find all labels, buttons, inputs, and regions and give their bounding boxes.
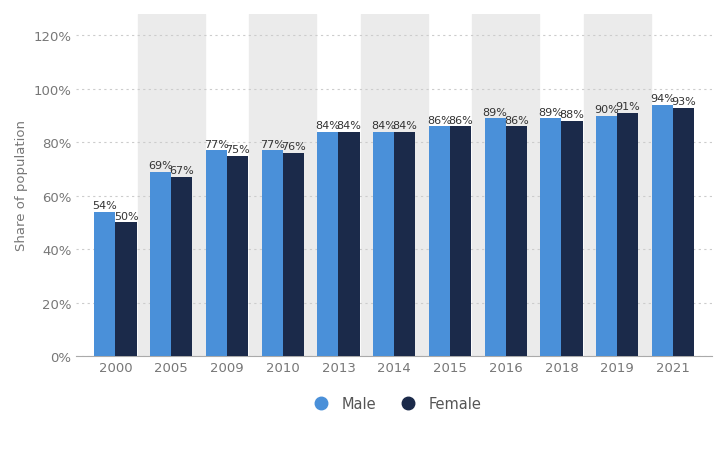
Bar <box>506 127 527 356</box>
Text: 84%: 84% <box>393 121 417 131</box>
Bar <box>339 132 360 356</box>
Text: 90%: 90% <box>594 105 619 115</box>
Text: 84%: 84% <box>337 121 361 131</box>
Bar <box>450 127 471 356</box>
Text: 89%: 89% <box>483 107 507 117</box>
Bar <box>484 119 506 356</box>
Text: 50%: 50% <box>113 211 138 221</box>
Text: 93%: 93% <box>671 97 696 106</box>
Bar <box>394 132 415 356</box>
Bar <box>317 132 339 356</box>
Bar <box>361 15 427 356</box>
Bar <box>596 116 617 356</box>
Text: 67%: 67% <box>169 166 194 176</box>
Bar <box>206 151 227 356</box>
Text: 86%: 86% <box>504 115 529 125</box>
Text: 89%: 89% <box>539 107 563 117</box>
Text: 75%: 75% <box>225 145 250 155</box>
Text: 94%: 94% <box>650 94 675 104</box>
Bar <box>561 122 582 356</box>
Text: 84%: 84% <box>316 121 340 131</box>
Text: 77%: 77% <box>204 139 229 150</box>
Bar <box>95 212 116 356</box>
Bar <box>137 15 204 356</box>
Bar <box>171 178 193 356</box>
Text: 86%: 86% <box>448 115 473 125</box>
Text: 76%: 76% <box>281 142 305 152</box>
Text: 86%: 86% <box>427 115 451 125</box>
Text: 69%: 69% <box>148 161 173 171</box>
Bar <box>373 132 394 356</box>
Bar <box>262 151 283 356</box>
Bar <box>150 172 171 356</box>
Bar <box>227 156 248 356</box>
Bar <box>617 113 638 356</box>
Text: 77%: 77% <box>260 139 284 150</box>
Text: 54%: 54% <box>92 200 117 211</box>
Bar <box>652 106 673 356</box>
Bar <box>116 223 137 356</box>
Bar <box>429 127 450 356</box>
Y-axis label: Share of population: Share of population <box>15 120 28 251</box>
Text: 84%: 84% <box>371 121 396 131</box>
Text: 91%: 91% <box>616 102 640 112</box>
Bar <box>249 15 316 356</box>
Bar <box>283 154 304 356</box>
Bar <box>473 15 539 356</box>
Legend: Male, Female: Male, Female <box>301 391 488 417</box>
Bar <box>540 119 561 356</box>
Bar <box>673 108 694 356</box>
Text: 88%: 88% <box>560 110 585 120</box>
Bar <box>584 15 651 356</box>
